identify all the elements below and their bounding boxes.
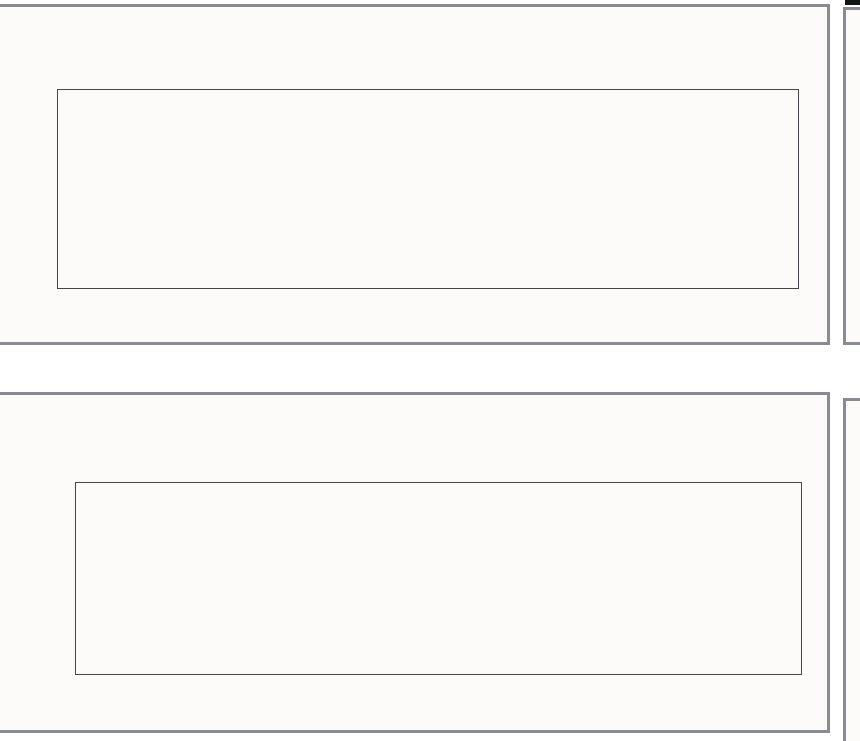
temperature-y-axis-title <box>6 470 38 690</box>
co2-y-axis-title <box>3 80 18 300</box>
co2-chart-panel <box>0 4 830 345</box>
temperature-chart-panel <box>0 392 830 733</box>
adjacent-panel-bottom-cutoff <box>843 398 860 741</box>
temperature-plot-area <box>75 482 802 675</box>
top-right-window-edge <box>845 0 860 5</box>
co2-plot-area <box>57 89 799 289</box>
adjacent-panel-top-cutoff <box>843 7 860 345</box>
